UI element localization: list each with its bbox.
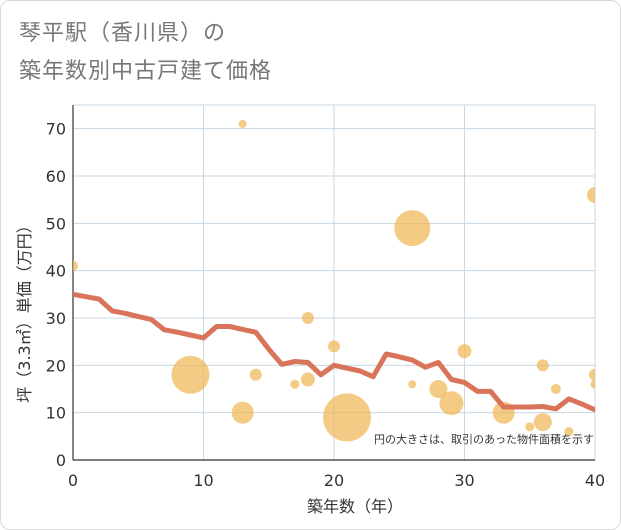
y-tick-label: 60 (46, 167, 66, 186)
bubble-point (457, 344, 472, 359)
bubble-point (301, 312, 314, 324)
axes: 0 10 20 30 40 50 60 70 0 10 20 30 40 (46, 105, 605, 490)
bubble-point (589, 368, 595, 381)
bubble-point (533, 413, 552, 432)
title-line-2: 築年数別中古戸建て価格 (19, 59, 273, 84)
bubble-point (587, 186, 595, 203)
x-tick-label: 0 (68, 471, 78, 490)
x-axis-label: 築年数（年） (307, 497, 403, 516)
x-tick-label: 10 (193, 471, 213, 490)
bubble-point (429, 380, 448, 398)
y-tick-label: 20 (46, 356, 66, 375)
bubble-point (328, 340, 340, 353)
bubble-point (171, 355, 210, 394)
bubble-point (590, 379, 595, 389)
title-line-1: 琴平駅（香川県）の (19, 21, 227, 46)
y-tick-label: 50 (46, 214, 66, 233)
bubble-point (564, 427, 574, 437)
bubble-point (323, 393, 372, 442)
y-tick-label: 0 (56, 451, 66, 470)
x-tick-label: 20 (324, 471, 344, 490)
bubble-point (290, 379, 300, 389)
x-tick-label: 30 (454, 471, 474, 490)
bubble-point (536, 359, 549, 372)
bubble-point (394, 210, 431, 247)
line-series (73, 291, 595, 413)
bubble-point (231, 401, 254, 424)
bubble-point (408, 380, 417, 389)
bubble-point (525, 422, 535, 432)
bubble-point (439, 391, 464, 416)
bubble-point (249, 368, 262, 381)
average-price-line (73, 291, 595, 413)
y-tick-label: 40 (46, 262, 66, 281)
y-tick-label: 10 (46, 404, 66, 423)
y-tick-label: 70 (46, 120, 66, 139)
x-tick-label: 40 (585, 471, 605, 490)
bubble-point (73, 260, 78, 271)
y-tick-label: 30 (46, 309, 66, 328)
page-title: 琴平駅（香川県）の 築年数別中古戸建て価格 (19, 15, 272, 91)
bubble-point (550, 384, 561, 394)
bubble-point (300, 372, 315, 387)
y-axis-label: 坪（3.3㎡）単価（万円） (15, 217, 34, 402)
bubble-series (73, 119, 595, 442)
bubble-size-note: 円の大きさは、取引のあった物件面積を示す (374, 432, 594, 446)
bubble-point (238, 119, 247, 128)
axis-labels: 築年数（年） 坪（3.3㎡）単価（万円） 円の大きさは、取引のあった物件面積を示… (15, 217, 594, 516)
